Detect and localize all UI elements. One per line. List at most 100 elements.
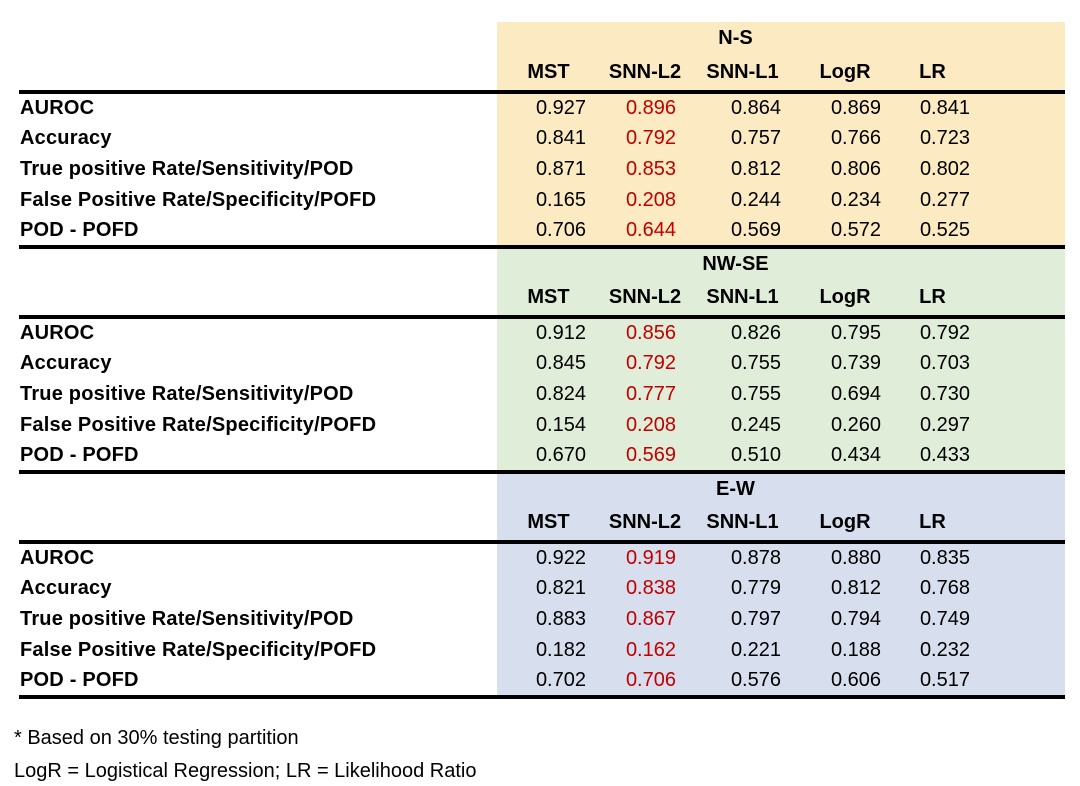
value-cell: 0.922	[497, 542, 600, 573]
value-cell-highlighted: 0.792	[600, 123, 690, 154]
row-label-pod-pofd: POD - POFD	[19, 441, 497, 474]
value-cell: 0.182	[497, 635, 600, 666]
value-cell-highlighted: 0.867	[600, 604, 690, 635]
row-label-tpr: True positive Rate/Sensitivity/POD	[19, 604, 497, 635]
spacer-cell	[795, 247, 895, 279]
row-label-tpr: True positive Rate/Sensitivity/POD	[19, 154, 497, 185]
value-cell-highlighted: 0.896	[600, 92, 690, 123]
value-cell: 0.824	[497, 379, 600, 410]
value-cell-highlighted: 0.644	[600, 216, 690, 249]
column-header-snn-l1: SNN-L1	[690, 279, 795, 319]
row-label-pod-pofd: POD - POFD	[19, 216, 497, 249]
section-title-row: E-W	[19, 472, 1065, 504]
row-label-pod-pofd: POD - POFD	[19, 666, 497, 699]
footnote-abbreviations: LogR = Logistical Regression; LR = Likel…	[14, 760, 477, 782]
value-cell: 0.821	[497, 573, 600, 604]
column-header-logr: LogR	[795, 54, 895, 94]
section-title-row: NW-SE	[19, 247, 1065, 279]
table-row: True positive Rate/Sensitivity/POD 0.871…	[19, 154, 1065, 185]
value-cell: 0.841	[497, 123, 600, 154]
value-cell: 0.797	[690, 604, 795, 635]
value-cell: 0.802	[895, 154, 1065, 185]
table-row: Accuracy 0.821 0.838 0.779 0.812 0.768	[19, 573, 1065, 604]
value-cell: 0.245	[690, 410, 795, 441]
value-cell: 0.927	[497, 92, 600, 123]
value-cell: 0.706	[497, 216, 600, 249]
value-cell: 0.757	[690, 123, 795, 154]
section-title: NW-SE	[690, 247, 795, 279]
table-row: False Positive Rate/Specificity/POFD 0.1…	[19, 410, 1065, 441]
value-cell-highlighted: 0.569	[600, 441, 690, 474]
row-label-auroc: AUROC	[19, 92, 497, 123]
spacer-cell	[19, 472, 497, 504]
value-cell: 0.871	[497, 154, 600, 185]
value-cell: 0.749	[895, 604, 1065, 635]
value-cell: 0.434	[795, 441, 895, 474]
value-cell-highlighted: 0.919	[600, 542, 690, 573]
spacer-cell	[19, 22, 497, 54]
row-label-tpr: True positive Rate/Sensitivity/POD	[19, 379, 497, 410]
value-cell: 0.755	[690, 379, 795, 410]
row-label-fpr: False Positive Rate/Specificity/POFD	[19, 635, 497, 666]
column-header-mst: MST	[497, 54, 600, 94]
column-header-logr: LogR	[795, 279, 895, 319]
value-cell-highlighted: 0.162	[600, 635, 690, 666]
spacer-cell	[600, 472, 690, 504]
value-cell: 0.525	[895, 216, 1065, 249]
section-title: N-S	[690, 22, 795, 54]
spacer-cell	[497, 247, 600, 279]
spacer-cell	[795, 22, 895, 54]
column-header-row: MST SNN-L2 SNN-L1 LogR LR	[19, 279, 1065, 319]
performance-table: N-S MST SNN-L2 SNN-L1 LogR LR AUROC 0.92…	[19, 22, 1065, 699]
section-ns: N-S MST SNN-L2 SNN-L1 LogR LR AUROC 0.92…	[19, 22, 1065, 249]
table-row: False Positive Rate/Specificity/POFD 0.1…	[19, 635, 1065, 666]
value-cell: 0.165	[497, 185, 600, 216]
value-cell-highlighted: 0.208	[600, 410, 690, 441]
value-cell: 0.670	[497, 441, 600, 474]
value-cell: 0.606	[795, 666, 895, 699]
value-cell: 0.755	[690, 348, 795, 379]
row-label-auroc: AUROC	[19, 542, 497, 573]
value-cell: 0.260	[795, 410, 895, 441]
footnote-testing-partition: * Based on 30% testing partition	[14, 727, 299, 749]
column-header-row: MST SNN-L2 SNN-L1 LogR LR	[19, 504, 1065, 544]
spacer-cell	[19, 279, 497, 319]
spacer-cell	[19, 54, 497, 94]
value-cell: 0.792	[895, 317, 1065, 348]
value-cell-highlighted: 0.838	[600, 573, 690, 604]
value-cell: 0.723	[895, 123, 1065, 154]
footnotes: * Based on 30% testing partition LogR = …	[14, 722, 477, 786]
table-row: POD - POFD 0.702 0.706 0.576 0.606 0.517	[19, 666, 1065, 699]
column-header-lr: LR	[895, 54, 1065, 94]
value-cell: 0.739	[795, 348, 895, 379]
column-header-snn-l1: SNN-L1	[690, 54, 795, 94]
value-cell: 0.510	[690, 441, 795, 474]
value-cell: 0.702	[497, 666, 600, 699]
column-header-snn-l2: SNN-L2	[600, 54, 690, 94]
value-cell: 0.878	[690, 542, 795, 573]
spacer-cell	[895, 472, 1065, 504]
row-label-fpr: False Positive Rate/Specificity/POFD	[19, 185, 497, 216]
column-header-snn-l2: SNN-L2	[600, 279, 690, 319]
value-cell: 0.869	[795, 92, 895, 123]
value-cell: 0.154	[497, 410, 600, 441]
table-row: Accuracy 0.845 0.792 0.755 0.739 0.703	[19, 348, 1065, 379]
section-title-row: N-S	[19, 22, 1065, 54]
table-row: POD - POFD 0.670 0.569 0.510 0.434 0.433	[19, 441, 1065, 474]
table-row: AUROC 0.922 0.919 0.878 0.880 0.835	[19, 542, 1065, 573]
value-cell: 0.779	[690, 573, 795, 604]
section-nwse: NW-SE MST SNN-L2 SNN-L1 LogR LR AUROC 0.…	[19, 247, 1065, 474]
value-cell: 0.569	[690, 216, 795, 249]
value-cell: 0.694	[795, 379, 895, 410]
column-header-snn-l1: SNN-L1	[690, 504, 795, 544]
value-cell: 0.826	[690, 317, 795, 348]
table-row: POD - POFD 0.706 0.644 0.569 0.572 0.525	[19, 216, 1065, 249]
value-cell: 0.730	[895, 379, 1065, 410]
spacer-cell	[895, 247, 1065, 279]
column-header-logr: LogR	[795, 504, 895, 544]
row-label-accuracy: Accuracy	[19, 123, 497, 154]
value-cell: 0.188	[795, 635, 895, 666]
value-cell: 0.812	[690, 154, 795, 185]
column-header-lr: LR	[895, 504, 1065, 544]
